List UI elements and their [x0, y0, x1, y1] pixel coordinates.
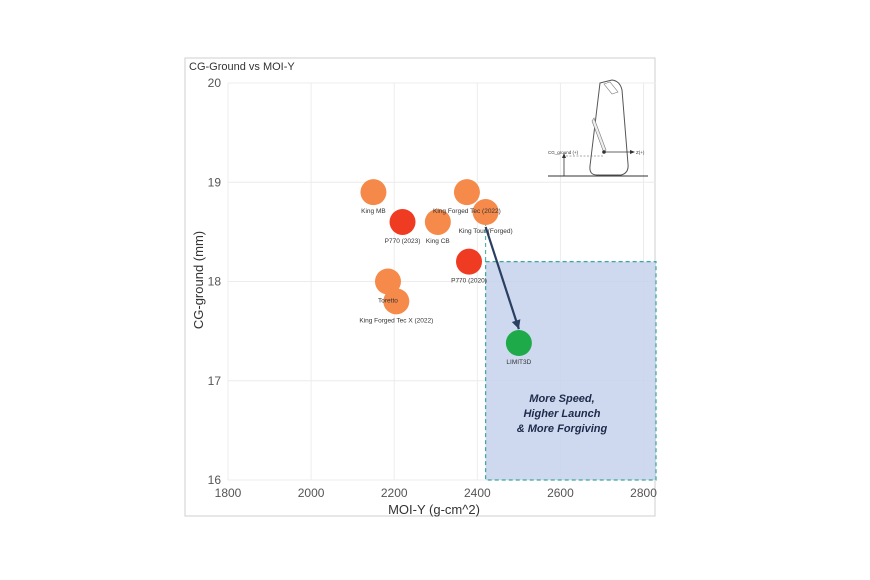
- chart-title: CG-Ground vs MOI-Y: [189, 61, 295, 73]
- y-tick-label: 18: [208, 275, 222, 289]
- z-label: Z(+): [636, 150, 645, 155]
- point-label: King Forged Tec (2022): [433, 208, 501, 215]
- axis-ticks: 1800 2000 2200 2400 2600 2800 16 17 18 19 20: [208, 76, 658, 500]
- cg-arrow-head: [562, 153, 566, 158]
- callout: More Speed, Higher Launch & More Forgivi…: [517, 393, 608, 435]
- cg-marker: [602, 150, 606, 154]
- cg-ground-label: CG_ground (+): [548, 150, 579, 155]
- point-label: P770 (2020): [451, 278, 487, 285]
- improvement-arrow: [484, 226, 521, 330]
- point-label: P770 (2023): [385, 238, 421, 245]
- data-point: [360, 179, 387, 206]
- z-arrow-head: [630, 150, 635, 154]
- x-tick-label: 2000: [298, 486, 325, 500]
- point-label: King MB: [361, 208, 386, 215]
- x-tick-label: 2800: [630, 486, 657, 500]
- data-point: [472, 199, 499, 226]
- x-tick-label: 1800: [215, 486, 242, 500]
- y-tick-label: 19: [208, 175, 222, 189]
- data-point: [453, 179, 480, 206]
- y-tick-label: 16: [208, 473, 222, 487]
- data-point: [374, 268, 401, 295]
- data-point: [389, 208, 416, 235]
- x-axis-label: MOI-Y (g-cm^2): [388, 502, 480, 517]
- y-axis-label: CG-ground (mm): [191, 231, 206, 329]
- club-head-outline: [589, 79, 629, 176]
- point-label: LIMIT3D: [506, 359, 531, 366]
- arrow-head: [511, 319, 521, 330]
- point-label: King Tour (Forged): [459, 228, 513, 235]
- x-tick-label: 2200: [381, 486, 408, 500]
- highlight-region: [485, 221, 657, 481]
- data-point: [505, 330, 532, 357]
- point-labels: King MB P770 (2023) King CB King Forged Tec…: [359, 208, 531, 366]
- callout-line-1: More Speed,: [529, 393, 594, 405]
- x-tick-label: 2400: [464, 486, 491, 500]
- data-point: [456, 248, 483, 275]
- callout-line-3: & More Forgiving: [517, 423, 608, 435]
- point-label: Toretto: [378, 298, 398, 305]
- y-tick-label: 17: [208, 374, 222, 388]
- highlight-region-fill: [485, 261, 656, 480]
- highlight-region-border: [485, 261, 657, 481]
- y-tick-label: 20: [208, 76, 222, 90]
- club-hosel-outline: [603, 81, 619, 95]
- arrow-shaft: [484, 226, 520, 330]
- x-tick-label: 2600: [547, 486, 574, 500]
- data-points: [360, 179, 532, 357]
- club-diagram: CG_ground (+) Z(+): [548, 79, 648, 177]
- point-label: King CB: [426, 238, 450, 245]
- callout-line-2: Higher Launch: [523, 408, 600, 420]
- data-point: [424, 208, 451, 235]
- point-label: King Forged Tec X (2022): [359, 317, 433, 324]
- data-point: [383, 288, 410, 315]
